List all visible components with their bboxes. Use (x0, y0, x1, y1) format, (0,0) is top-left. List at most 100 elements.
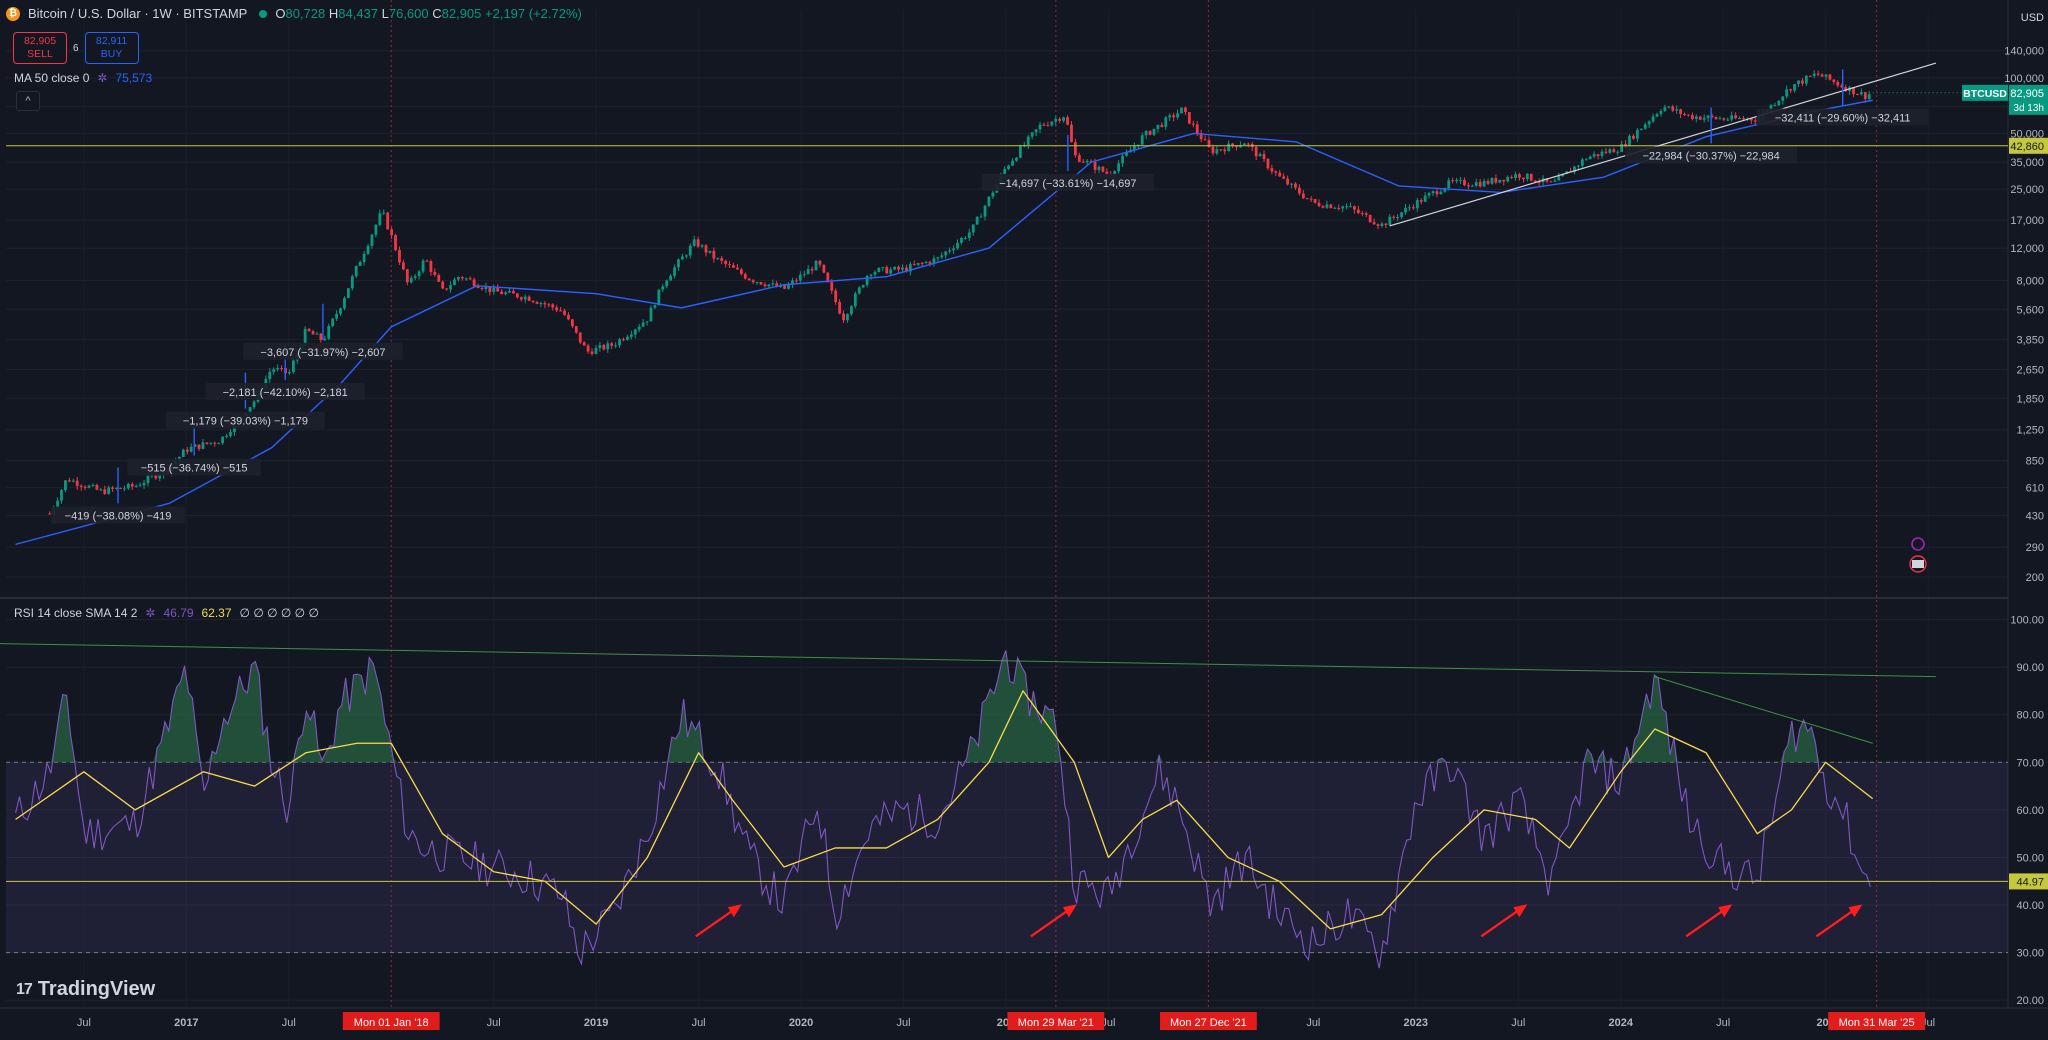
drawdown-label: −515 (−36.74%) −515 (141, 463, 248, 475)
candle-body (1337, 207, 1341, 209)
symbol-title[interactable]: Bitcoin / U.S. Dollar · 1W · BITSTAMP (28, 6, 248, 21)
candle-body (1278, 172, 1282, 177)
candle-body (1121, 155, 1124, 164)
annotation-arrow-shaft (1480, 907, 1523, 938)
candle-body (402, 262, 405, 270)
rsi-tick-label: 30.00 (2016, 948, 2044, 960)
candle-body (119, 487, 122, 489)
candle-body (327, 325, 331, 339)
candle-body (578, 332, 582, 343)
drawdown-annotation: −515 (−36.74%) −515 (127, 419, 261, 476)
candle-body (1698, 116, 1702, 120)
candle-body (1694, 116, 1698, 119)
candle-body (865, 275, 869, 286)
candle-body (657, 289, 661, 306)
candle-body (339, 308, 342, 314)
candle-body (908, 264, 912, 272)
candle-body (1093, 162, 1097, 170)
rsi-indicator-legend[interactable]: RSI 14 close SMA 14 2 ✲ 46.79 62.37 ∅ ∅ … (14, 606, 319, 620)
candle-body (1808, 75, 1812, 77)
candle-body (563, 310, 566, 315)
candle-body (126, 483, 130, 489)
candle-body (405, 269, 409, 283)
highlight-date-label: Mon 29 Mar '21 (1018, 1017, 1094, 1029)
candle-body (1742, 118, 1745, 120)
candle-body (861, 285, 865, 288)
candle-body (626, 336, 629, 340)
symbol-header: ₿ Bitcoin / U.S. Dollar · 1W · BITSTAMP … (6, 6, 582, 21)
candle-body (1356, 209, 1360, 213)
candle-body (209, 442, 213, 444)
annotation-arrow-icon (1480, 904, 1528, 938)
candle-body (449, 285, 452, 290)
collapse-legend-button[interactable]: ^ (16, 91, 40, 111)
candle-body (814, 260, 818, 271)
candle-body (1101, 166, 1105, 172)
candle-body (893, 266, 897, 270)
candle-body (956, 242, 959, 249)
candle-body (712, 250, 716, 259)
candle-body (1160, 124, 1164, 127)
candle-body (1738, 118, 1741, 120)
candle-body (331, 318, 335, 326)
candle-body (704, 245, 708, 253)
candle-body (830, 282, 834, 291)
candle-body (842, 313, 845, 321)
candle-body (134, 485, 138, 487)
annotation-arrow-shaft (1815, 907, 1858, 938)
candle-body (1635, 130, 1639, 139)
level-tag-label: 42,860 (2010, 141, 2044, 153)
annotation-arrow-icon (1685, 904, 1733, 938)
loading-icon: ✲ (97, 71, 108, 85)
candle-body (67, 480, 71, 482)
candle-body (1341, 206, 1345, 209)
candle-body (500, 291, 504, 295)
highlight-date-box (342, 1012, 440, 1030)
candle-body (1207, 140, 1211, 147)
candle-body (488, 286, 492, 293)
price-tick-label: 1,850 (2016, 393, 2044, 405)
sell-button[interactable]: 82,905 SELL (13, 32, 67, 64)
drawdown-label: −22,984 (−30.37%) −22,984 (1642, 150, 1779, 162)
rsi-band (6, 762, 2008, 953)
candle-body (496, 287, 500, 292)
candle-body (1620, 143, 1624, 152)
drawdown-label-box (243, 342, 403, 360)
candle-body (1443, 188, 1447, 192)
drawdown-label-box (981, 173, 1154, 191)
candle-body (1769, 105, 1773, 112)
price-trendline (1389, 62, 1937, 227)
ma-indicator-legend[interactable]: MA 50 close 0 ✲ 75,573 (14, 71, 152, 85)
candle-body (1046, 125, 1050, 127)
candle-body (1470, 185, 1474, 187)
candle-body (437, 275, 441, 282)
candle-body (767, 284, 771, 287)
candle-body (1687, 114, 1690, 116)
candle-body (783, 285, 786, 289)
candle-body (1797, 80, 1800, 85)
candle-body (193, 444, 197, 447)
candle-body (1573, 166, 1576, 173)
candle-body (838, 302, 842, 314)
drawdown-label: −3,607 (−31.97%) −2,607 (260, 347, 385, 359)
candle-body (692, 239, 696, 246)
candle-body (1781, 96, 1785, 101)
annotation-arrow-icon (1815, 904, 1863, 938)
tradingview-logo[interactable]: 17 TradingView (16, 978, 155, 1001)
candle-body (889, 269, 893, 274)
candle-body (826, 272, 830, 283)
candle-body (1290, 183, 1293, 185)
candle-body (869, 274, 873, 276)
currency-label[interactable]: USD (2020, 12, 2044, 24)
annotation-arrow-head (1718, 904, 1733, 918)
candle-body (272, 369, 276, 372)
candle-body (508, 290, 511, 293)
candle-body (1844, 87, 1848, 92)
candle-body (1380, 223, 1384, 226)
level-tag-box (2009, 137, 2048, 154)
rsi-upper-trendline (1654, 676, 1873, 744)
candle-body (877, 268, 881, 272)
candle-body (1828, 74, 1832, 80)
buy-button[interactable]: 82,911 BUY (84, 32, 139, 64)
